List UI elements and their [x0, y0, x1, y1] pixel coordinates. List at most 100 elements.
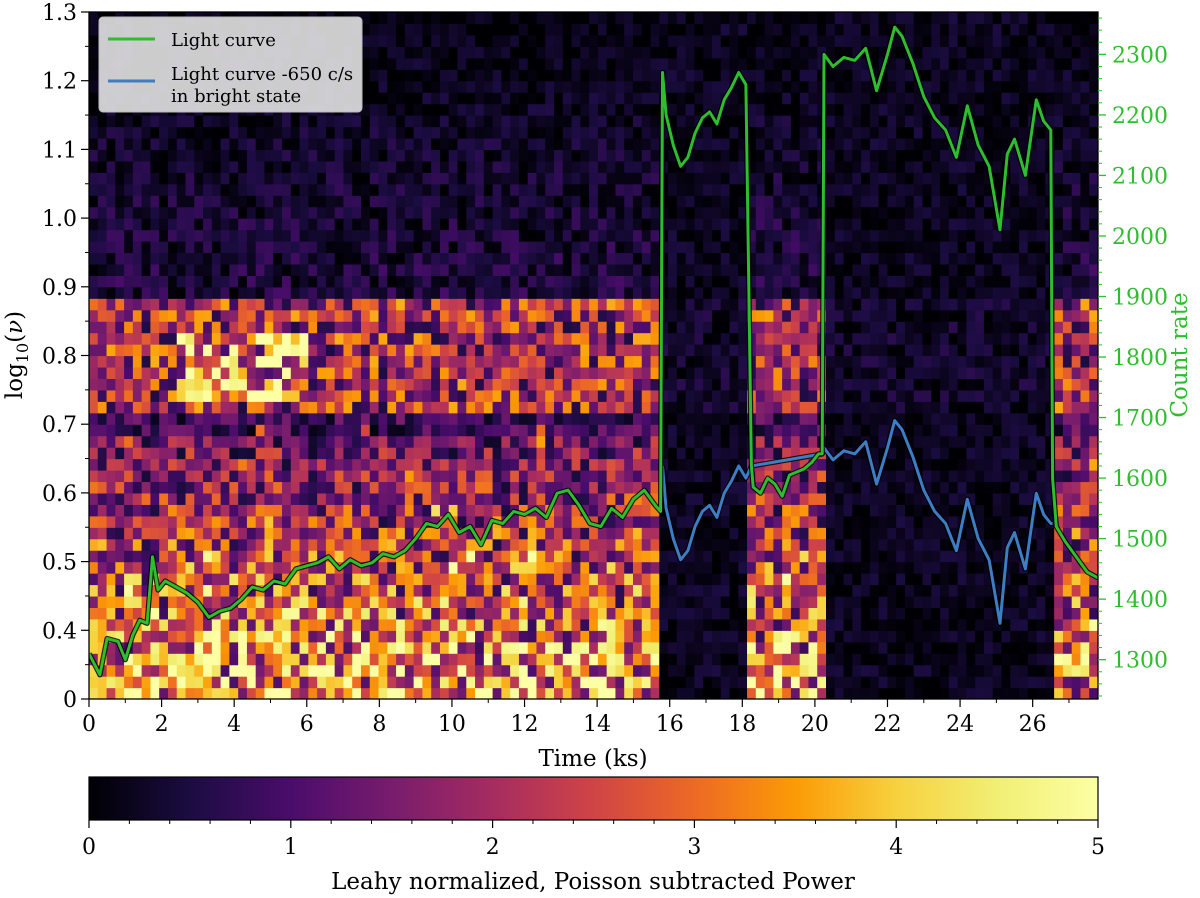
heatmap-cell	[220, 183, 230, 196]
heatmap-cell	[510, 424, 520, 437]
heatmap-cell	[676, 492, 687, 505]
heatmap-cell	[238, 366, 248, 379]
heatmap-cell	[150, 470, 160, 483]
heatmap-cell	[352, 607, 362, 620]
heatmap-cell	[282, 630, 292, 643]
heatmap-cell	[799, 389, 810, 402]
heatmap-cell	[510, 458, 520, 471]
heatmap-cell	[246, 366, 257, 379]
heatmap-cell	[203, 595, 213, 608]
heatmap-cell	[527, 630, 538, 643]
heatmap-cell	[422, 344, 432, 357]
heatmap-cell	[782, 378, 792, 391]
heatmap-cell	[589, 12, 599, 25]
heatmap-cell	[632, 630, 643, 643]
heatmap-cell	[150, 309, 160, 322]
heatmap-cell	[632, 355, 643, 368]
heatmap-cell	[387, 676, 397, 689]
heatmap-cell	[220, 126, 230, 139]
heatmap-cell	[317, 332, 327, 345]
heatmap-cell	[668, 206, 678, 219]
heatmap-cell	[89, 641, 99, 654]
heatmap-cell	[641, 447, 652, 460]
heatmap-cell	[448, 458, 459, 471]
heatmap-cell	[387, 115, 397, 128]
heatmap-cell	[211, 550, 222, 563]
heatmap-cell	[220, 538, 230, 551]
heatmap-cell	[238, 389, 248, 402]
heatmap-cell	[615, 584, 625, 597]
heatmap-cell	[571, 424, 581, 437]
heatmap-cell	[255, 573, 266, 586]
heatmap-cell	[246, 321, 257, 334]
heatmap-cell	[632, 321, 643, 334]
heatmap-cell	[720, 470, 731, 483]
heatmap-cell	[606, 241, 617, 254]
heatmap-cell	[685, 527, 695, 540]
heatmap-cell	[755, 195, 766, 208]
heatmap-cell	[141, 321, 152, 334]
heatmap-cell	[299, 481, 309, 494]
heatmap-cell	[747, 275, 757, 288]
heatmap-cell	[387, 687, 397, 699]
heatmap-cell	[308, 218, 318, 231]
heatmap-cell	[773, 298, 783, 311]
heatmap-cell	[501, 458, 511, 471]
heatmap-cell	[518, 573, 529, 586]
heatmap-cell	[492, 103, 502, 116]
heatmap-cell	[273, 641, 283, 654]
heatmap-cell	[685, 607, 695, 620]
heatmap-cell	[334, 481, 345, 494]
heatmap-cell	[264, 149, 274, 162]
heatmap-cell	[97, 286, 108, 299]
heatmap-cell	[431, 573, 441, 586]
heatmap-cell	[150, 630, 160, 643]
heatmap-cell	[273, 573, 283, 586]
heatmap-cell	[764, 664, 774, 677]
heatmap-cell	[439, 298, 450, 311]
heatmap-cell	[273, 160, 283, 173]
heatmap-cell	[378, 470, 388, 483]
heatmap-cell	[764, 80, 774, 93]
heatmap-cell	[308, 332, 318, 345]
heatmap-cell	[562, 241, 573, 254]
heatmap-cell	[115, 435, 125, 448]
heatmap-cell	[343, 229, 353, 242]
heatmap-cell	[369, 527, 380, 540]
heatmap-cell	[501, 172, 511, 185]
heatmap-cell	[360, 80, 371, 93]
heatmap-cell	[518, 298, 529, 311]
heatmap-cell	[273, 321, 283, 334]
heatmap-cell	[782, 80, 792, 93]
heatmap-cell	[203, 550, 213, 563]
heatmap-cell	[413, 458, 423, 471]
heatmap-cell	[211, 412, 222, 425]
heatmap-cell	[475, 366, 485, 379]
heatmap-cell	[422, 57, 432, 70]
heatmap-cell	[308, 321, 318, 334]
heatmap-cell	[641, 550, 652, 563]
heatmap-cell	[773, 550, 783, 563]
heatmap-cell	[501, 241, 511, 254]
heatmap-cell	[404, 573, 415, 586]
heatmap-cell	[790, 160, 801, 173]
heatmap-cell	[282, 435, 292, 448]
heatmap-cell	[115, 538, 125, 551]
heatmap-cell	[299, 252, 309, 265]
heatmap-cell	[220, 389, 230, 402]
heatmap-cell	[457, 389, 467, 402]
heatmap-cell	[352, 218, 362, 231]
heatmap-cell	[703, 527, 713, 540]
heatmap-cell	[668, 298, 678, 311]
heatmap-cell	[176, 630, 187, 643]
heatmap-cell	[729, 206, 739, 219]
heatmap-cell	[492, 309, 502, 322]
heatmap-cell	[89, 229, 99, 242]
heatmap-cell	[282, 172, 292, 185]
heatmap-cell	[387, 561, 397, 574]
heatmap-cell	[141, 137, 152, 150]
heatmap-cell	[448, 286, 459, 299]
heatmap-cell	[492, 286, 502, 299]
heatmap-cell	[492, 538, 502, 551]
heatmap-cell	[764, 57, 774, 70]
